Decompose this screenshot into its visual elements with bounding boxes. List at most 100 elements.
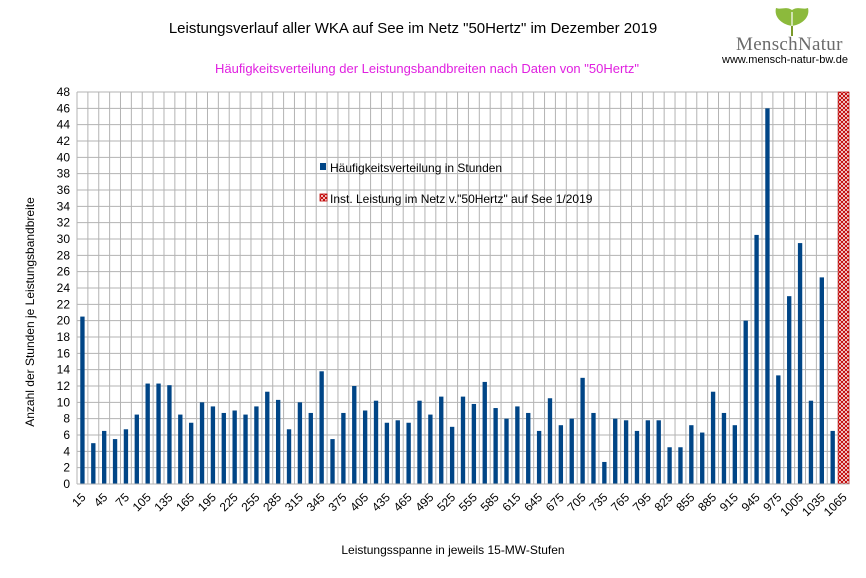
bar-285 [275, 399, 281, 484]
bar-645 [536, 430, 542, 484]
x-tick-label: 435 [369, 490, 393, 514]
legend-label-frequency: Häufigkeitsverteilung in Stunden [330, 161, 502, 175]
y-tick-label: 44 [57, 118, 71, 132]
bar-630 [526, 412, 531, 484]
bar-105 [145, 383, 150, 484]
bar-435 [384, 422, 390, 484]
y-tick-label: 0 [63, 477, 70, 491]
bar-405 [362, 410, 368, 484]
x-tick-label: 525 [434, 490, 458, 514]
x-tick-label: 855 [673, 490, 697, 514]
bar-210 [221, 412, 226, 484]
y-tick-label: 6 [63, 428, 70, 442]
x-tick-label: 885 [695, 490, 719, 514]
legend: Häufigkeitsverteilung in Stunden Inst. L… [319, 161, 593, 206]
legend-swatch-installed [319, 193, 328, 202]
x-tick-label: 915 [717, 490, 741, 514]
y-tick-label: 12 [57, 379, 71, 393]
bar-750 [613, 418, 618, 484]
x-tick-label: 255 [238, 490, 262, 514]
bar-300 [286, 429, 292, 484]
bar-360 [330, 439, 335, 484]
bar-600 [504, 418, 509, 484]
bar-765 [623, 420, 629, 484]
bar-495 [428, 414, 433, 484]
bar-735 [602, 461, 607, 484]
y-tick-label: 24 [57, 281, 71, 295]
x-tick-label: 45 [91, 490, 111, 510]
logo: MenschNatur www.mensch-natur-bw.de [722, 4, 862, 68]
bar-1050 [830, 430, 835, 484]
ginkgo-leaf-icon [775, 8, 809, 36]
x-tick-label: 1005 [777, 490, 806, 519]
x-tick-label: 225 [217, 490, 241, 514]
bar-810 [656, 420, 661, 484]
x-tick-label: 195 [195, 490, 219, 514]
y-tick-label: 2 [63, 461, 70, 475]
x-tick-label: 675 [543, 490, 567, 514]
bar-510 [439, 396, 444, 484]
bar-945 [754, 234, 759, 484]
bar-720 [591, 412, 596, 484]
x-tick-label: 405 [347, 490, 371, 514]
bar-255 [254, 406, 259, 484]
x-tick-label: 765 [608, 490, 632, 514]
y-tick-label: 46 [57, 101, 71, 115]
bar-180 [199, 402, 205, 484]
bar-30 [91, 443, 96, 484]
x-tick-label: 705 [565, 490, 589, 514]
bar-90 [134, 414, 139, 484]
y-tick-label: 32 [57, 216, 71, 230]
y-tick-label: 30 [57, 232, 71, 246]
bar-615 [515, 406, 520, 484]
bar-315 [297, 402, 303, 484]
y-tick-label: 48 [57, 85, 71, 99]
x-tick-label: 15 [69, 490, 89, 510]
bar-345 [319, 371, 324, 484]
bar-150 [178, 414, 183, 484]
legend-label-installed: Inst. Leistung im Netz v."50Hertz" auf S… [330, 192, 593, 206]
bar-525 [449, 426, 455, 484]
bar-480 [417, 400, 422, 484]
bar-1035 [819, 277, 824, 484]
logo-text: MenschNatur [736, 34, 843, 55]
x-tick-label: 1035 [799, 490, 828, 519]
legend-swatch-frequency [320, 163, 326, 170]
bar-1005 [797, 243, 803, 484]
bar-375 [341, 412, 346, 484]
bar-225 [232, 410, 237, 484]
bar-840 [678, 447, 683, 484]
y-tick-label: 10 [57, 395, 71, 409]
y-tick-label: 18 [57, 330, 71, 344]
x-tick-label: 1065 [821, 490, 850, 519]
bar-135 [167, 385, 172, 484]
x-tick-label: 135 [151, 490, 175, 514]
x-tick-label: 735 [586, 490, 610, 514]
bar-420 [373, 400, 379, 484]
bar-975 [776, 375, 781, 484]
bar-555 [471, 403, 477, 484]
bar-195 [210, 406, 216, 484]
y-tick-label: 28 [57, 248, 71, 262]
bar-120 [156, 383, 161, 484]
installed-capacity-marker [837, 91, 850, 485]
y-tick-label: 38 [57, 167, 71, 181]
bar-330 [308, 412, 313, 484]
y-tick-label: 20 [57, 314, 71, 328]
bar-885 [710, 391, 716, 484]
x-tick-label: 615 [499, 490, 523, 514]
x-tick-label: 585 [478, 490, 502, 514]
y-tick-label: 36 [57, 183, 71, 197]
y-tick-label: 42 [57, 134, 71, 148]
bar-705 [580, 377, 585, 484]
x-tick-label: 315 [282, 490, 306, 514]
x-tick-label: 375 [325, 490, 349, 514]
y-tick-label: 4 [63, 444, 70, 458]
bar-60 [112, 439, 118, 484]
bar-990 [787, 296, 792, 484]
y-tick-label: 14 [57, 363, 71, 377]
bar-540 [460, 396, 466, 484]
bar-75 [123, 429, 129, 484]
bar-465 [406, 422, 411, 484]
